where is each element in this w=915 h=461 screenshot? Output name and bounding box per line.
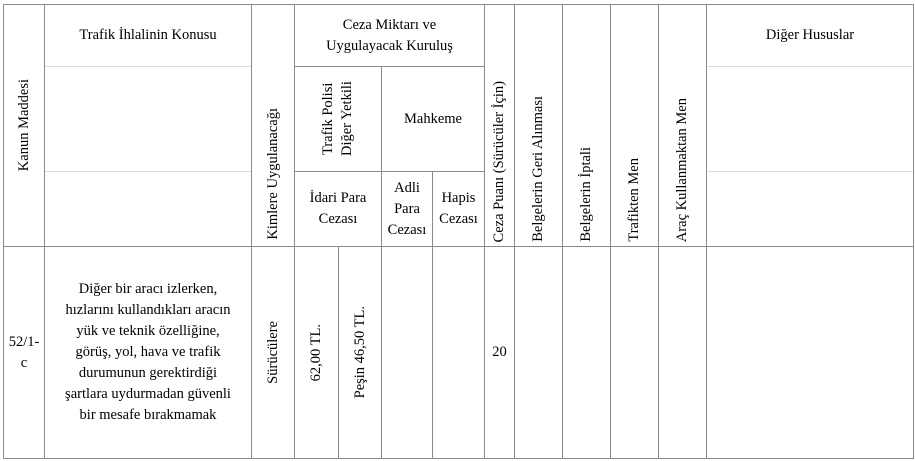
cell bbox=[658, 246, 707, 459]
header-text: Kimlere Uygulanacağı bbox=[264, 108, 281, 240]
header-cell: Ceza Miktarı ve Uygulayacak Kuruluş bbox=[294, 4, 485, 67]
cell-text: 52/1-c bbox=[8, 333, 40, 371]
header-text: Belgelerin İptali bbox=[578, 147, 594, 242]
cell: Peşin 46,50 TL. bbox=[338, 246, 382, 459]
header-cell: Trafikten Men bbox=[610, 4, 659, 247]
header-cell: Belgelerin İptali bbox=[562, 4, 611, 247]
header-text: Trafikten Men bbox=[626, 158, 642, 242]
cell: 52/1-c bbox=[3, 246, 45, 459]
cell-text: 62,00 TL. bbox=[308, 323, 324, 382]
header-cell: İdari Para Cezası bbox=[294, 171, 382, 247]
header-text: Hapis Cezası bbox=[439, 190, 478, 227]
cell bbox=[706, 246, 914, 459]
cell-text: 20 bbox=[492, 344, 507, 360]
header-text: Adli Para Cezası bbox=[387, 179, 427, 238]
header-text: Kanun Maddesi bbox=[15, 79, 32, 172]
header-cell: Trafik Polisi Diğer Yetkili bbox=[294, 66, 382, 172]
cell bbox=[610, 246, 659, 459]
cell-text: Sürücülere bbox=[264, 321, 281, 384]
header-cell: Ceza Puanı (Sürücüler İçin) bbox=[484, 4, 515, 247]
cell-text: Diğer bir aracı izlerken, hızlarını kull… bbox=[65, 281, 231, 423]
header-cell: Araç Kullanmaktan Men bbox=[658, 4, 707, 247]
header-cell: Trafik İhlalinin Konusu bbox=[44, 4, 252, 247]
cell: 62,00 TL. bbox=[294, 246, 339, 459]
cell: 20 bbox=[484, 246, 515, 459]
cell: Diğer bir aracı izlerken, hızlarını kull… bbox=[44, 246, 252, 459]
header-cell: Mahkeme bbox=[381, 66, 485, 172]
header-cell: Diğer Hususlar bbox=[706, 4, 914, 247]
header-cell: Kanun Maddesi bbox=[3, 4, 45, 247]
header-text: Trafik İhlalinin Konusu bbox=[79, 27, 217, 43]
header-cell: Kimlere Uygulanacağı bbox=[251, 4, 295, 247]
header-text: Ceza Puanı (Sürücüler İçin) bbox=[491, 80, 507, 242]
cell bbox=[381, 246, 433, 459]
cell bbox=[432, 246, 485, 459]
header-text: Araç Kullanmaktan Men bbox=[674, 97, 690, 242]
header-text: Belgelerin Geri Alınması bbox=[530, 96, 546, 242]
header-text: Ceza Miktarı ve Uygulayacak Kuruluş bbox=[326, 16, 453, 54]
cell: Sürücülere bbox=[251, 246, 295, 459]
header-cell: Hapis Cezası bbox=[432, 171, 485, 247]
header-cell: Belgelerin Geri Alınması bbox=[514, 4, 563, 247]
header-text: Diğer Hususlar bbox=[765, 27, 855, 43]
header-text: Mahkeme bbox=[404, 110, 462, 127]
cell-text: Peşin 46,50 TL. bbox=[351, 306, 368, 399]
header-text: Trafik Polisi Diğer Yetkili bbox=[320, 81, 355, 157]
cell bbox=[562, 246, 611, 459]
header-text: İdari Para Cezası bbox=[309, 190, 367, 227]
cell bbox=[514, 246, 563, 459]
header-cell: Adli Para Cezası bbox=[381, 171, 433, 247]
